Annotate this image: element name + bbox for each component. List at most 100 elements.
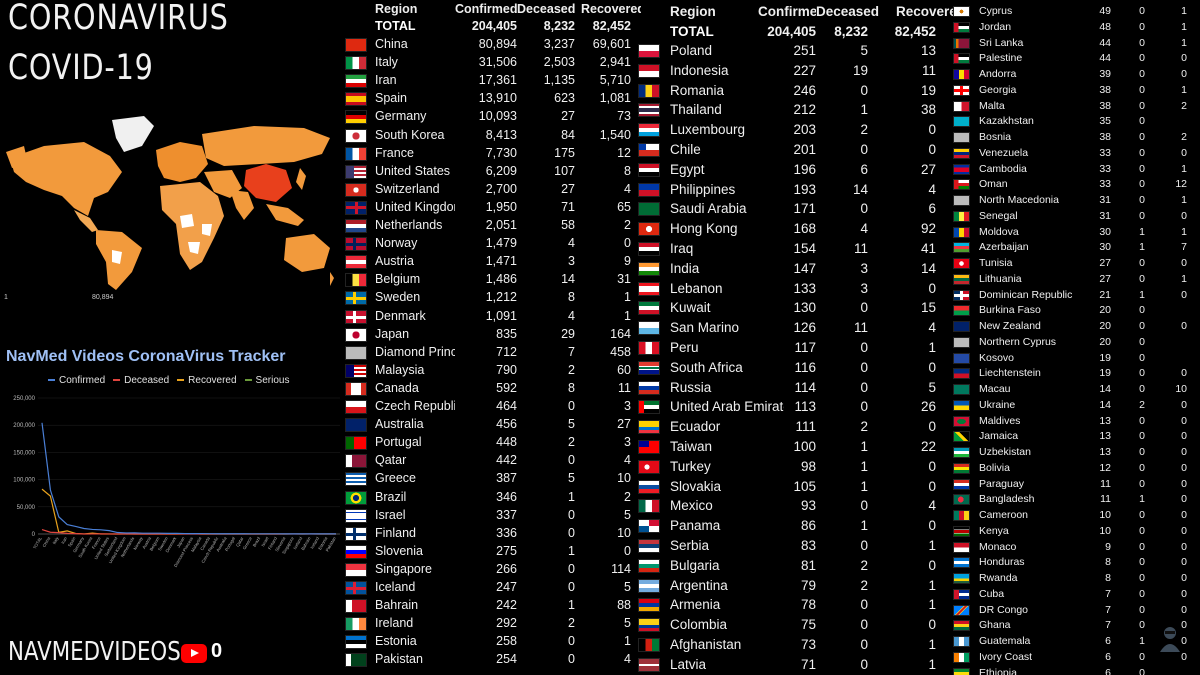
new-zealand <box>330 272 334 286</box>
confirmed-value: 2,700 <box>485 181 517 196</box>
deceased-value: 0 <box>1139 5 1145 17</box>
country-name: Jordan <box>979 20 1012 33</box>
legend-swatch <box>244 379 252 382</box>
table-row: Venezuela 33 0 0 <box>953 147 1200 163</box>
deceased-value: 0 <box>568 525 575 540</box>
table-row: Liechtenstein 19 0 0 <box>953 367 1200 383</box>
table-row: Dominican Republic 21 1 0 <box>953 289 1200 305</box>
table-row: Monaco 9 0 0 <box>953 541 1200 557</box>
kh-flag-icon <box>953 163 970 175</box>
ua-flag-icon <box>953 399 970 411</box>
confirmed-value: 35 <box>1099 115 1111 128</box>
deceased-value: 5 <box>568 471 575 486</box>
confirmed-value: 31,506 <box>478 55 517 70</box>
country-name: Senegal <box>979 209 1018 222</box>
confirmed-value: 10 <box>1099 524 1111 537</box>
recovered-value: 0 <box>1181 572 1187 584</box>
recovered-value: 6 <box>928 201 936 217</box>
co-flag-icon <box>638 618 660 633</box>
africa-blank-2 <box>202 224 212 236</box>
confirmed-value: 33 <box>1099 178 1111 191</box>
cl-flag-icon <box>638 143 660 157</box>
country-name: Denmark <box>375 308 426 323</box>
confirmed-value: 251 <box>793 43 816 58</box>
table-row: Thailand 212 1 38 <box>638 102 950 118</box>
country-name: Belgium <box>375 272 421 287</box>
recovered-value: 0 <box>1181 509 1187 521</box>
table-row: Northern Cyprus 20 0 <box>953 336 1200 352</box>
country-name: Cameroon <box>979 509 1029 521</box>
deceased-value: 0 <box>860 142 868 157</box>
mo-flag-icon <box>953 384 970 395</box>
recovered-value: 0 <box>1181 619 1187 632</box>
pe-flag-icon <box>638 341 660 355</box>
deceased-value: 1 <box>860 102 868 118</box>
x-tick-label: Ireland <box>309 535 320 549</box>
japan <box>296 168 306 190</box>
deceased-value: 0 <box>1139 146 1145 159</box>
recovered-value: 1 <box>928 340 936 355</box>
country-name: Burkina Faso <box>979 304 1041 317</box>
deceased-value: 0 <box>1139 320 1145 332</box>
table-row: India 147 3 14 <box>638 261 950 277</box>
confirmed-value: 73 <box>800 637 816 652</box>
deceased-value: 0 <box>1139 430 1145 443</box>
deceased-value: 4 <box>568 236 575 251</box>
confirmed-value: 126 <box>793 320 816 336</box>
table-row: Denmark 1,091 4 1 <box>345 308 631 325</box>
table-row: Ireland 292 2 5 <box>345 616 631 632</box>
deceased-value: 0 <box>860 300 868 316</box>
country-name: Iran <box>375 73 397 88</box>
recovered-value: 2 <box>1181 131 1187 143</box>
lk-flag-icon <box>953 37 970 49</box>
ke-flag-icon <box>953 525 970 537</box>
bd-flag-icon <box>953 494 970 506</box>
title-line-2: COVID-19 <box>8 48 154 88</box>
confirmed-value: 1,091 <box>485 308 517 323</box>
table-row: Japan 835 29 164 <box>345 327 631 343</box>
recovered-value: 22 <box>920 439 936 454</box>
confirmed-value: 13 <box>1099 446 1111 458</box>
sk-flag-icon <box>638 479 660 494</box>
recovered-value: 1 <box>1181 36 1187 49</box>
de-flag-icon <box>345 110 367 125</box>
deceased-value: 1,135 <box>543 73 575 88</box>
country-name: San Marino <box>670 320 740 336</box>
world-map[interactable] <box>4 112 334 292</box>
confirmed-value: 464 <box>496 399 517 413</box>
us-flag-icon <box>345 164 367 179</box>
country-name: Rwanda <box>979 572 1018 584</box>
x-tick-label: Canada <box>199 535 211 551</box>
table-row: Ethiopia 6 0 <box>953 667 1200 675</box>
country-name: Luxembourg <box>670 122 746 138</box>
deceased-value: 0 <box>1139 477 1145 490</box>
recovered-value: 0 <box>624 236 631 251</box>
confirmed-value: 790 <box>496 362 517 377</box>
confirmed-value: 13 <box>1099 430 1111 443</box>
confirmed-value: 442 <box>496 453 517 468</box>
table-row: Ivory Coast 6 0 0 <box>953 651 1200 667</box>
country-name: Kenya <box>979 524 1009 537</box>
confirmed-value: 712 <box>496 344 517 359</box>
confirmed-value: 86 <box>800 518 816 534</box>
confirmed-value: 196 <box>793 161 816 177</box>
country-name: Iceland <box>375 580 416 594</box>
cd-flag-icon <box>953 604 970 616</box>
deceased-value: 0 <box>1139 524 1145 537</box>
confirmed-value: 1,486 <box>485 272 517 287</box>
confirmed-value: 7 <box>1105 603 1111 616</box>
table-row: Panama 86 1 0 <box>638 518 950 534</box>
country-name: Canada <box>375 380 419 395</box>
confirmed-value: 111 <box>795 419 816 435</box>
deceased-value: 0 <box>1139 509 1145 521</box>
recovered-value: 69,601 <box>592 37 631 51</box>
country-name: Afghanistan <box>670 637 742 652</box>
ie-flag-icon <box>345 617 367 632</box>
country-name: Venezuela <box>979 146 1029 159</box>
recovered-value: 0 <box>928 518 936 534</box>
recovered-value: 0 <box>1181 209 1187 222</box>
youtube-icon[interactable] <box>181 644 207 663</box>
confirmed-value: 171 <box>793 201 816 217</box>
country-name: Israel <box>375 507 406 522</box>
recovered-value: 2 <box>1181 99 1187 112</box>
